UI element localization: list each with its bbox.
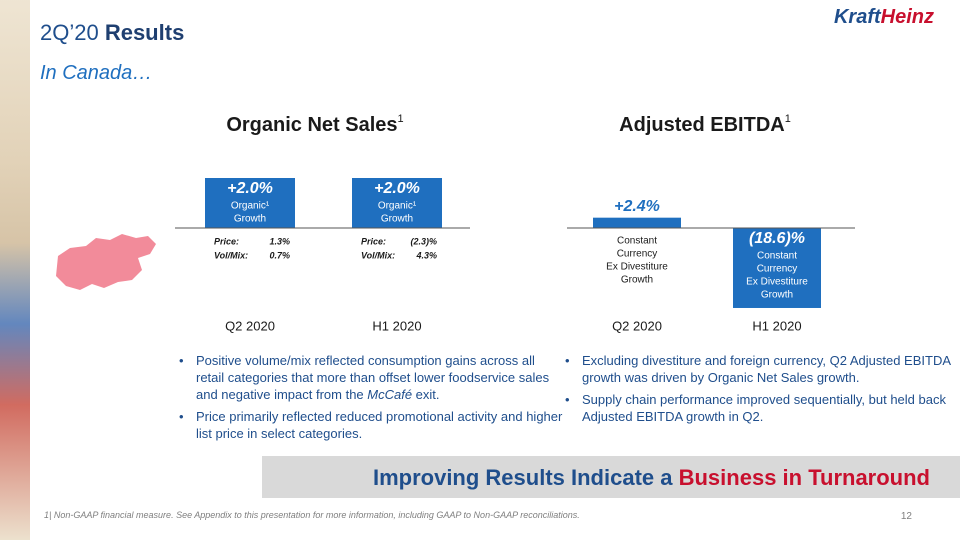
- canada-map: [56, 234, 156, 290]
- bar: [733, 228, 821, 308]
- bullet-text: Excluding divestiture and foreign curren…: [582, 353, 951, 385]
- chart-title-sup: 1: [398, 113, 404, 125]
- footnote: 1| Non-GAAP financial measure. See Appen…: [44, 510, 580, 520]
- header: 2Q’20 Results: [40, 20, 184, 46]
- bullet: Price primarily reflected reduced promot…: [179, 408, 566, 442]
- x-tick-label: H1 2020: [752, 318, 801, 333]
- annotation-value: (2.3)%: [410, 236, 437, 246]
- x-tick-label: Q2 2020: [225, 318, 275, 333]
- side-image: [0, 0, 30, 540]
- x-tick-label: H1 2020: [372, 318, 421, 333]
- chart-title-text: Adjusted EBITDA: [619, 114, 785, 136]
- value-label: +2.0%: [374, 180, 420, 197]
- bullets-left: Positive volume/mix reflected consumptio…: [176, 352, 566, 447]
- subtitle: In Canada…: [40, 62, 153, 84]
- banner: Improving Results Indicate a Business in…: [262, 456, 960, 498]
- bar-note: Growth: [621, 275, 653, 286]
- bullet-text: Price primarily reflected reduced promot…: [196, 409, 563, 441]
- annotation-label: Price:: [361, 236, 386, 246]
- annotation-label: Vol/Mix:: [214, 250, 248, 260]
- x-tick-label: Q2 2020: [612, 318, 662, 333]
- title-bold: Results: [104, 20, 185, 45]
- logo-right: Heinz: [880, 6, 934, 28]
- annotation-value: 1.3%: [269, 236, 290, 246]
- bar-note: Growth: [234, 214, 266, 225]
- bar-note: Currency: [617, 249, 658, 260]
- chart-title: Organic Net Sales1: [226, 113, 403, 136]
- logo: KraftHeinz: [834, 6, 934, 29]
- annotation-label: Price:: [214, 236, 239, 246]
- bar-note: Ex Divestiture: [606, 262, 668, 273]
- chart-title-sup: 1: [785, 113, 791, 125]
- banner-highlight: Business in Turnaround: [678, 465, 930, 490]
- bar-note: Growth: [761, 290, 793, 301]
- bar: [352, 178, 442, 228]
- banner-text: Improving Results Indicate a: [372, 465, 679, 490]
- bullet-text: exit.: [412, 387, 440, 402]
- bar-note: Organic¹: [231, 201, 270, 212]
- title: 2Q’20: [40, 20, 105, 45]
- bar: [593, 217, 681, 228]
- value-label: +2.0%: [227, 180, 273, 197]
- bar-note: Currency: [757, 264, 798, 275]
- chart-title-text: Organic Net Sales: [226, 114, 397, 136]
- chart-title: Adjusted EBITDA1: [619, 113, 791, 136]
- annotation-value: 4.3%: [415, 250, 437, 260]
- page-number: 12: [900, 511, 912, 522]
- bullet-text: Positive volume/mix reflected consumptio…: [196, 353, 550, 402]
- bar-note: Constant: [617, 236, 657, 247]
- bar-note: Ex Divestiture: [746, 277, 808, 288]
- bar-note: Constant: [757, 251, 797, 262]
- value-label: +2.4%: [614, 198, 660, 215]
- annotation-label: Vol/Mix:: [361, 250, 395, 260]
- bar-note: Organic¹: [378, 201, 417, 212]
- bullet: Supply chain performance improved sequen…: [565, 391, 952, 425]
- annotation-value: 0.7%: [269, 250, 290, 260]
- bar-note: Growth: [381, 214, 413, 225]
- bullets-right: Excluding divestiture and foreign curren…: [562, 352, 952, 430]
- bullet: Positive volume/mix reflected consumptio…: [179, 352, 566, 403]
- bullet-text: Supply chain performance improved sequen…: [582, 392, 946, 424]
- bullet: Excluding divestiture and foreign curren…: [565, 352, 952, 386]
- bullet-text: McCafé: [367, 387, 413, 402]
- bar: [205, 178, 295, 228]
- logo-left: Kraft: [833, 6, 881, 28]
- value-label: (18.6)%: [749, 230, 805, 247]
